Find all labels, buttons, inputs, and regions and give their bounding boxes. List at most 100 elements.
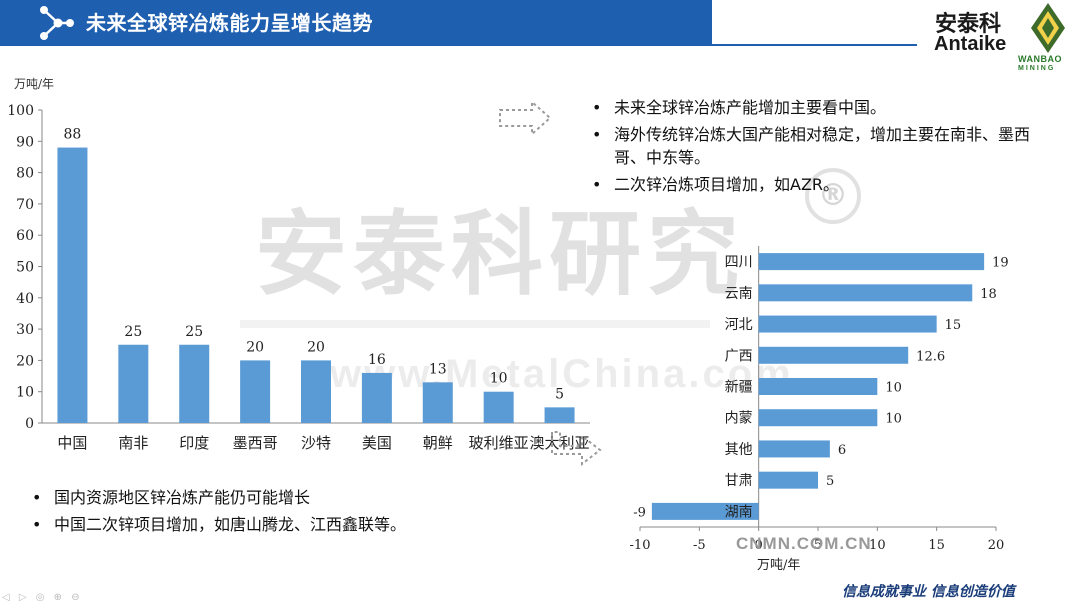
footer-slogan: 信息成就事业 信息创造价值 (842, 584, 1015, 600)
data-label: 15 (945, 318, 962, 333)
logo-antaike-cn: 安泰科 (935, 12, 1002, 37)
arrow-right-icon (499, 99, 552, 137)
bar (301, 360, 331, 423)
y-tick-label: 0 (25, 416, 34, 432)
data-label: -9 (633, 505, 646, 520)
y-tick-label: 60 (16, 228, 34, 244)
y-tick-label: 20 (16, 353, 34, 369)
data-label: 10 (885, 381, 902, 396)
header-rule (712, 44, 917, 46)
x-tick-label: 20 (988, 538, 1005, 553)
data-label: 5 (826, 474, 834, 489)
watermark-text: 安泰科研究 (255, 200, 746, 308)
y-tick-label: 新疆 (725, 380, 753, 396)
slide-controls[interactable]: ◁ ▷ ◎ ⊕ ⊖ (2, 592, 83, 603)
bullet-item: 中国二次锌项目增加，如唐山腾龙、江西鑫联等。 (30, 513, 510, 536)
y-tick-label: 50 (16, 260, 34, 276)
x-tick-label: 15 (928, 538, 945, 553)
y-tick-label: 四川 (725, 255, 753, 271)
data-label: 88 (64, 127, 82, 143)
data-label: 25 (124, 324, 142, 340)
bar (758, 471, 818, 489)
y-tick-label: 湖南 (725, 504, 753, 520)
bullet-item: 海外传统锌冶炼大国产能相对稳定，增加主要在南非、墨西哥、中东等。 (590, 123, 1060, 169)
bullet-item: 国内资源地区锌冶炼产能仍可能增长 (30, 486, 510, 509)
y-tick-label: 广西 (725, 348, 753, 364)
y-tick-label: 河北 (725, 317, 753, 333)
bar (758, 378, 878, 395)
x-tick-label: -5 (693, 538, 706, 553)
wanbao-logo-text: WANBAO (1018, 54, 1062, 64)
watermark-site: www.MetalChina.com (330, 352, 794, 396)
bar (758, 409, 878, 427)
x-tick-label: 墨西哥 (233, 434, 278, 452)
bar (422, 382, 453, 423)
data-label: 16 (368, 352, 386, 368)
source-watermark: CNMN.COM.CN (736, 534, 872, 553)
page-title: 未来全球锌冶炼能力呈增长趋势 (86, 11, 373, 35)
bar (758, 315, 937, 333)
bar (758, 440, 830, 458)
watermark-stripe (240, 320, 710, 328)
x-tick-label: -10 (630, 538, 651, 553)
bar (758, 253, 985, 271)
data-label: 20 (307, 339, 325, 355)
y-tick-label: 其他 (725, 442, 753, 458)
bullets-china: 国内资源地区锌冶炼产能仍可能增长 中国二次锌项目增加，如唐山腾龙、江西鑫联等。 (30, 486, 510, 540)
y-tick-label: 10 (16, 385, 34, 401)
bullet-item: 二次锌冶炼项目增加，如AZR。 (590, 173, 1060, 196)
bar (758, 346, 909, 364)
logo-antaike-en: Antaike (934, 33, 1007, 55)
data-label: 10 (885, 412, 902, 427)
x-tick-label: 印度 (179, 434, 209, 452)
y-tick-label: 云南 (725, 286, 753, 302)
wanbao-logo-subtext: MINING (1018, 65, 1056, 72)
bar (118, 344, 149, 423)
bar (651, 502, 759, 520)
x-tick-label: 沙特 (301, 434, 331, 452)
x-tick-label: 中国 (57, 434, 87, 452)
y-tick-label: 100 (7, 103, 34, 119)
network-icon (40, 6, 74, 40)
x-tick-label: 朝鲜 (423, 434, 453, 452)
bar (240, 360, 271, 423)
arrow-down-right-icon (551, 431, 602, 467)
bar (179, 344, 210, 423)
y-axis-label: 万吨/年 (14, 77, 54, 91)
x-tick-label: 10 (869, 538, 886, 553)
data-label: 18 (980, 287, 997, 302)
wanbao-logo-icon (1031, 3, 1065, 53)
y-tick-label: 甘肃 (725, 473, 753, 489)
bar (483, 391, 514, 423)
data-label: 5 (555, 386, 564, 402)
y-tick-label: 30 (16, 322, 34, 338)
y-tick-label: 80 (16, 166, 34, 182)
x-tick-label: 澳大利亚 (530, 434, 590, 452)
data-label: 20 (246, 339, 264, 355)
y-tick-label: 70 (16, 197, 34, 213)
header-bar: 未来全球锌冶炼能力呈增长趋势 (0, 0, 712, 46)
x-tick-label: 5 (814, 538, 822, 553)
data-label: 19 (992, 256, 1009, 271)
data-label: 13 (429, 361, 447, 377)
data-label: 12.6 (916, 349, 945, 364)
x-tick-label: 0 (755, 538, 763, 553)
data-label: 10 (490, 371, 508, 387)
x-tick-label: 南非 (118, 434, 148, 452)
x-tick-label: 玻利维亚 (469, 434, 529, 452)
bar (544, 407, 575, 423)
bullet-item: 未来全球锌冶炼产能增加主要看中国。 (590, 96, 1060, 119)
data-label: 25 (185, 324, 203, 340)
bar (758, 284, 973, 302)
y-tick-label: 40 (16, 291, 34, 307)
x-axis-label: 万吨/年 (757, 558, 800, 573)
bar (57, 147, 88, 423)
chart-china-capacity: -10 -5 0 5 10 15 20 万吨/年 19 四川 18 云南 15 河北 12.6 广西 10 新疆 1… (630, 246, 1009, 573)
y-tick-label: 内蒙 (725, 411, 753, 427)
y-tick-label: 90 (16, 134, 34, 150)
bar (361, 372, 392, 423)
bullets-global: 未来全球锌冶炼产能增加主要看中国。 海外传统锌冶炼大国产能相对稳定，增加主要在南… (590, 96, 1060, 200)
data-label: 6 (838, 443, 846, 458)
chart-overseas-capacity: 万吨/年 0 10 20 30 40 50 60 70 80 90 100 88 中国 25 南非 25 印度 20… (7, 77, 590, 452)
x-tick-label: 美国 (362, 434, 392, 452)
